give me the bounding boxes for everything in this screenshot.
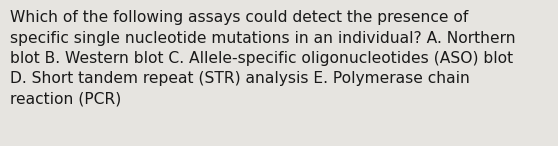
Text: Which of the following assays could detect the presence of
specific single nucle: Which of the following assays could dete… — [10, 10, 516, 107]
